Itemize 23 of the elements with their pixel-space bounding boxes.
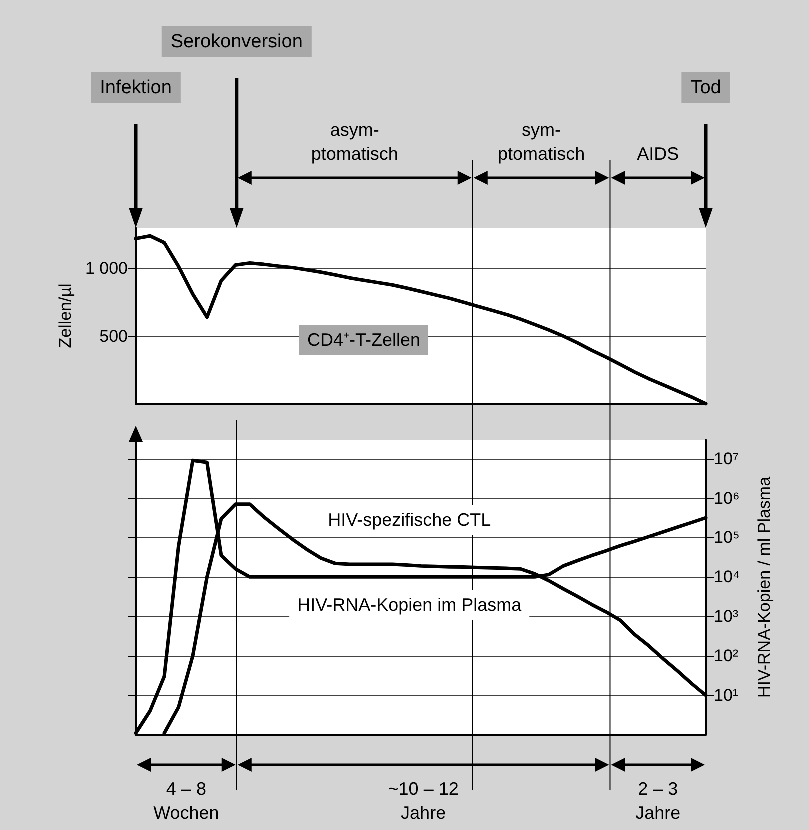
text: sym- ptomatisch — [498, 120, 586, 164]
y-axis-title: HIV-RNA-Kopien / ml Plasma — [755, 476, 774, 698]
y-tick-label: 500 — [100, 326, 128, 346]
text: AIDS — [637, 144, 680, 164]
y-tick-label: 10⁵ — [714, 528, 740, 548]
text: 2 – 3 Jahre — [636, 779, 681, 823]
text: 4 – 8 Wochen — [154, 779, 220, 823]
y-axis-title: Zellen/µl — [56, 284, 75, 348]
text: Tod — [690, 78, 722, 98]
y-tick-label: 10⁷ — [714, 449, 740, 468]
text: Serokonversion — [170, 32, 303, 52]
y-tick-label: 10⁶ — [714, 488, 740, 508]
text: asym- ptomatisch — [311, 120, 398, 164]
y-tick-label: 10⁴ — [714, 568, 740, 587]
annotation: CD4⁺-T-Zellen — [307, 330, 421, 350]
y-tick-label: 10² — [714, 646, 739, 666]
y-tick-label: 10¹ — [714, 686, 739, 706]
y-tick-label: 1 000 — [85, 259, 128, 278]
text: ~10 – 12 Jahre — [388, 779, 459, 823]
annotation: HIV-RNA-Kopien im Plasma — [298, 595, 523, 615]
annotation: HIV-spezifische CTL — [328, 510, 492, 530]
y-tick-label: 10³ — [714, 607, 739, 626]
text: Infektion — [100, 78, 172, 98]
